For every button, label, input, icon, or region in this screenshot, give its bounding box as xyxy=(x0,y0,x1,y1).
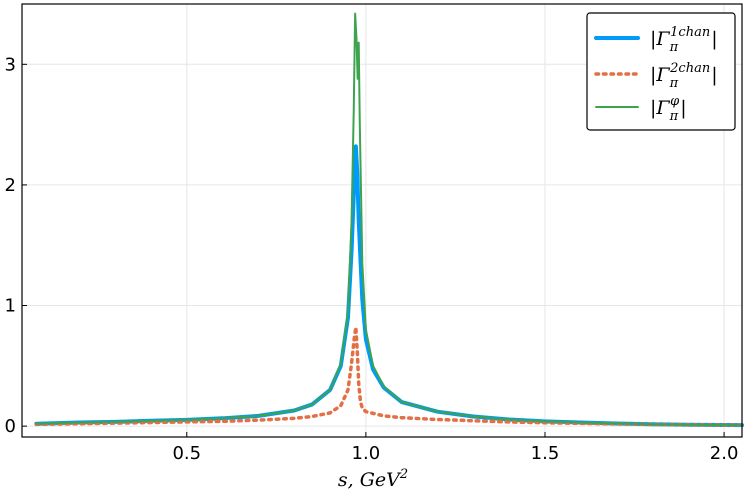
series-line-2 xyxy=(34,325,744,427)
x-tick-label: 0.5 xyxy=(172,443,201,464)
legend: |Γπ1chan||Γπ2chan||Γπφ| xyxy=(586,12,736,131)
y-tick-label: 2 xyxy=(5,175,16,196)
legend-label-sup: 1chan xyxy=(670,25,710,40)
legend-label-sub: π xyxy=(669,109,679,124)
legend-label-sup: 2chan xyxy=(669,61,710,76)
x-tick-label: 1.0 xyxy=(352,443,381,464)
legend-label-close: | xyxy=(711,28,717,50)
x-axis-title-base: s, GeV xyxy=(338,469,402,491)
legend-label-sub: π xyxy=(669,40,679,55)
y-tick-label: 0 xyxy=(5,416,16,437)
legend-label-close: | xyxy=(711,64,717,86)
legend-label-3: |Γπφ| xyxy=(650,94,687,124)
legend-label-base: |Γ xyxy=(650,97,670,119)
legend-label-sub: π xyxy=(669,76,679,91)
legend-label-sup: φ xyxy=(670,94,680,109)
x-axis-title-sup: 2 xyxy=(399,467,408,482)
y-tick-label: 3 xyxy=(5,54,16,75)
series-layer xyxy=(34,12,744,428)
x-tick-label: 2.0 xyxy=(710,443,739,464)
series-line-3 xyxy=(35,12,743,427)
legend-label-base: |Γ xyxy=(650,64,670,86)
legend-label-1: |Γπ1chan| xyxy=(650,25,718,55)
legend-label-close: | xyxy=(680,97,686,119)
legend-label-base: |Γ xyxy=(650,28,670,50)
legend-label-2: |Γπ2chan| xyxy=(650,61,718,91)
x-tick-label: 1.5 xyxy=(531,443,560,464)
y-tick-label: 1 xyxy=(5,296,16,317)
ticks: 0.5 1.0 1.5 2.0 0 1 2 3 xyxy=(5,54,739,464)
x-axis-title: s, GeV2 xyxy=(338,467,408,491)
plot-frame xyxy=(21,3,743,438)
legend-box xyxy=(586,12,736,131)
